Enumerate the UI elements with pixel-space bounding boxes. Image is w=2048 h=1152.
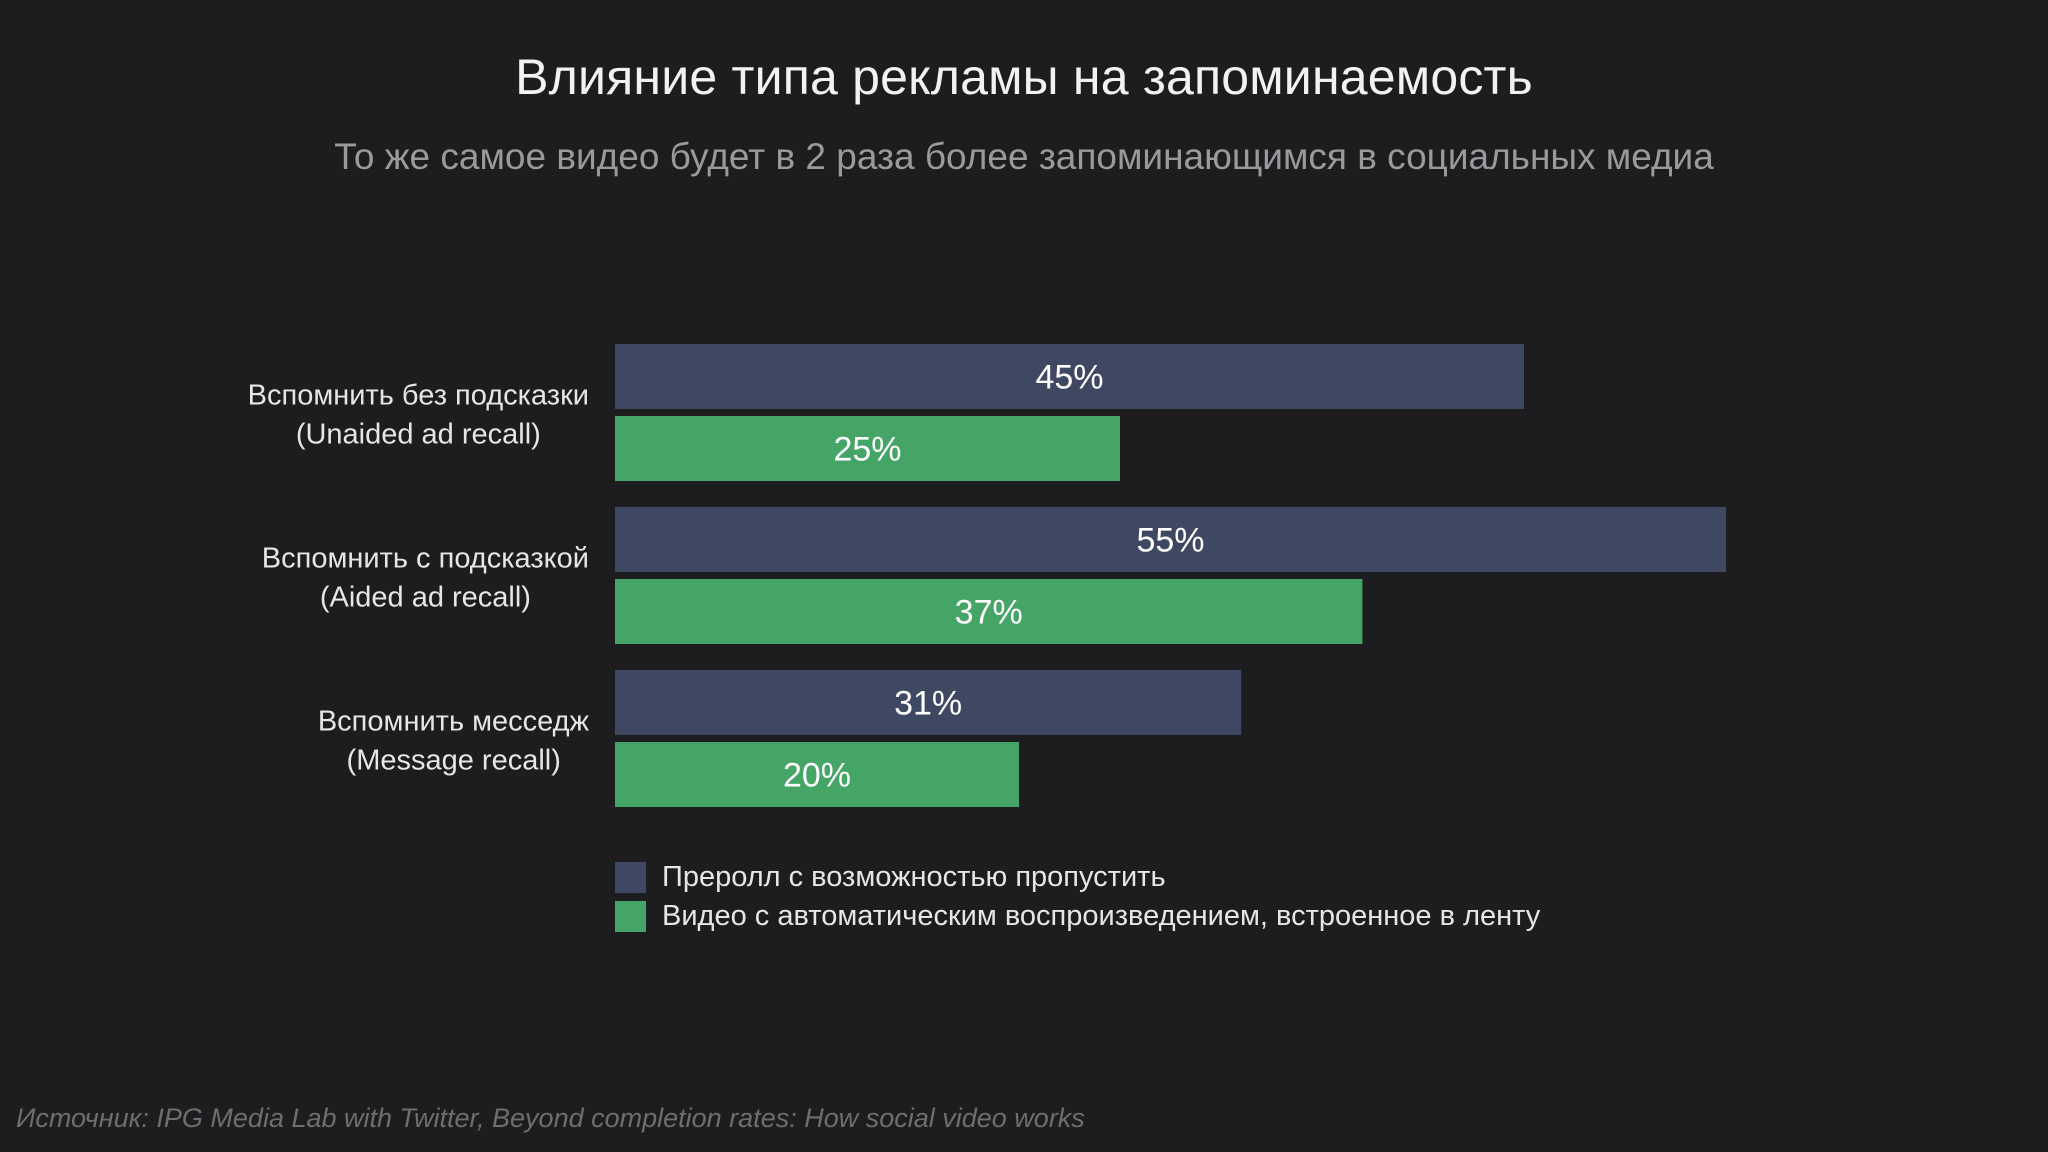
legend-label-preroll: Преролл с возможностью пропустить bbox=[662, 861, 1166, 893]
bar-value-label: 55% bbox=[1136, 522, 1204, 560]
chart-title: Влияние типа рекламы на запоминаемость bbox=[515, 49, 1533, 105]
legend: Преролл с возможностью пропустить Видео … bbox=[615, 858, 1540, 936]
bar-value-label: 37% bbox=[955, 594, 1023, 632]
bar-feed-video bbox=[615, 579, 1363, 644]
category-label: (Aided ad recall) bbox=[320, 582, 531, 614]
bar-preroll bbox=[615, 670, 1242, 735]
chart-subtitle: То же самое видео будет в 2 раза более з… bbox=[334, 136, 1714, 177]
bar-value-label: 25% bbox=[833, 431, 901, 469]
category-label: (Unaided ad recall) bbox=[296, 419, 541, 451]
bar-preroll bbox=[615, 507, 1726, 572]
legend-item-feed-video: Видео с автоматическим воспроизведением,… bbox=[615, 897, 1540, 936]
bar-preroll bbox=[615, 344, 1524, 409]
category-label: Вспомнить месседж bbox=[318, 706, 590, 738]
category-label: Вспомнить без подсказки bbox=[248, 380, 589, 412]
bar-value-label: 20% bbox=[783, 757, 851, 795]
bar-feed-video bbox=[615, 742, 1019, 807]
legend-item-preroll: Преролл с возможностью пропустить bbox=[615, 858, 1540, 897]
legend-swatch-feed-video bbox=[615, 901, 646, 932]
category-label: Вспомнить с подсказкой bbox=[262, 543, 589, 575]
bar-value-label: 31% bbox=[894, 685, 962, 723]
source-note: Источник: IPG Media Lab with Twitter, Be… bbox=[16, 1103, 1085, 1133]
legend-swatch-preroll bbox=[615, 862, 646, 893]
legend-label-feed-video: Видео с автоматическим воспроизведением,… bbox=[662, 900, 1541, 932]
bar-value-label: 45% bbox=[1035, 359, 1103, 397]
category-label: (Message recall) bbox=[347, 745, 561, 777]
bar-feed-video bbox=[615, 416, 1120, 481]
